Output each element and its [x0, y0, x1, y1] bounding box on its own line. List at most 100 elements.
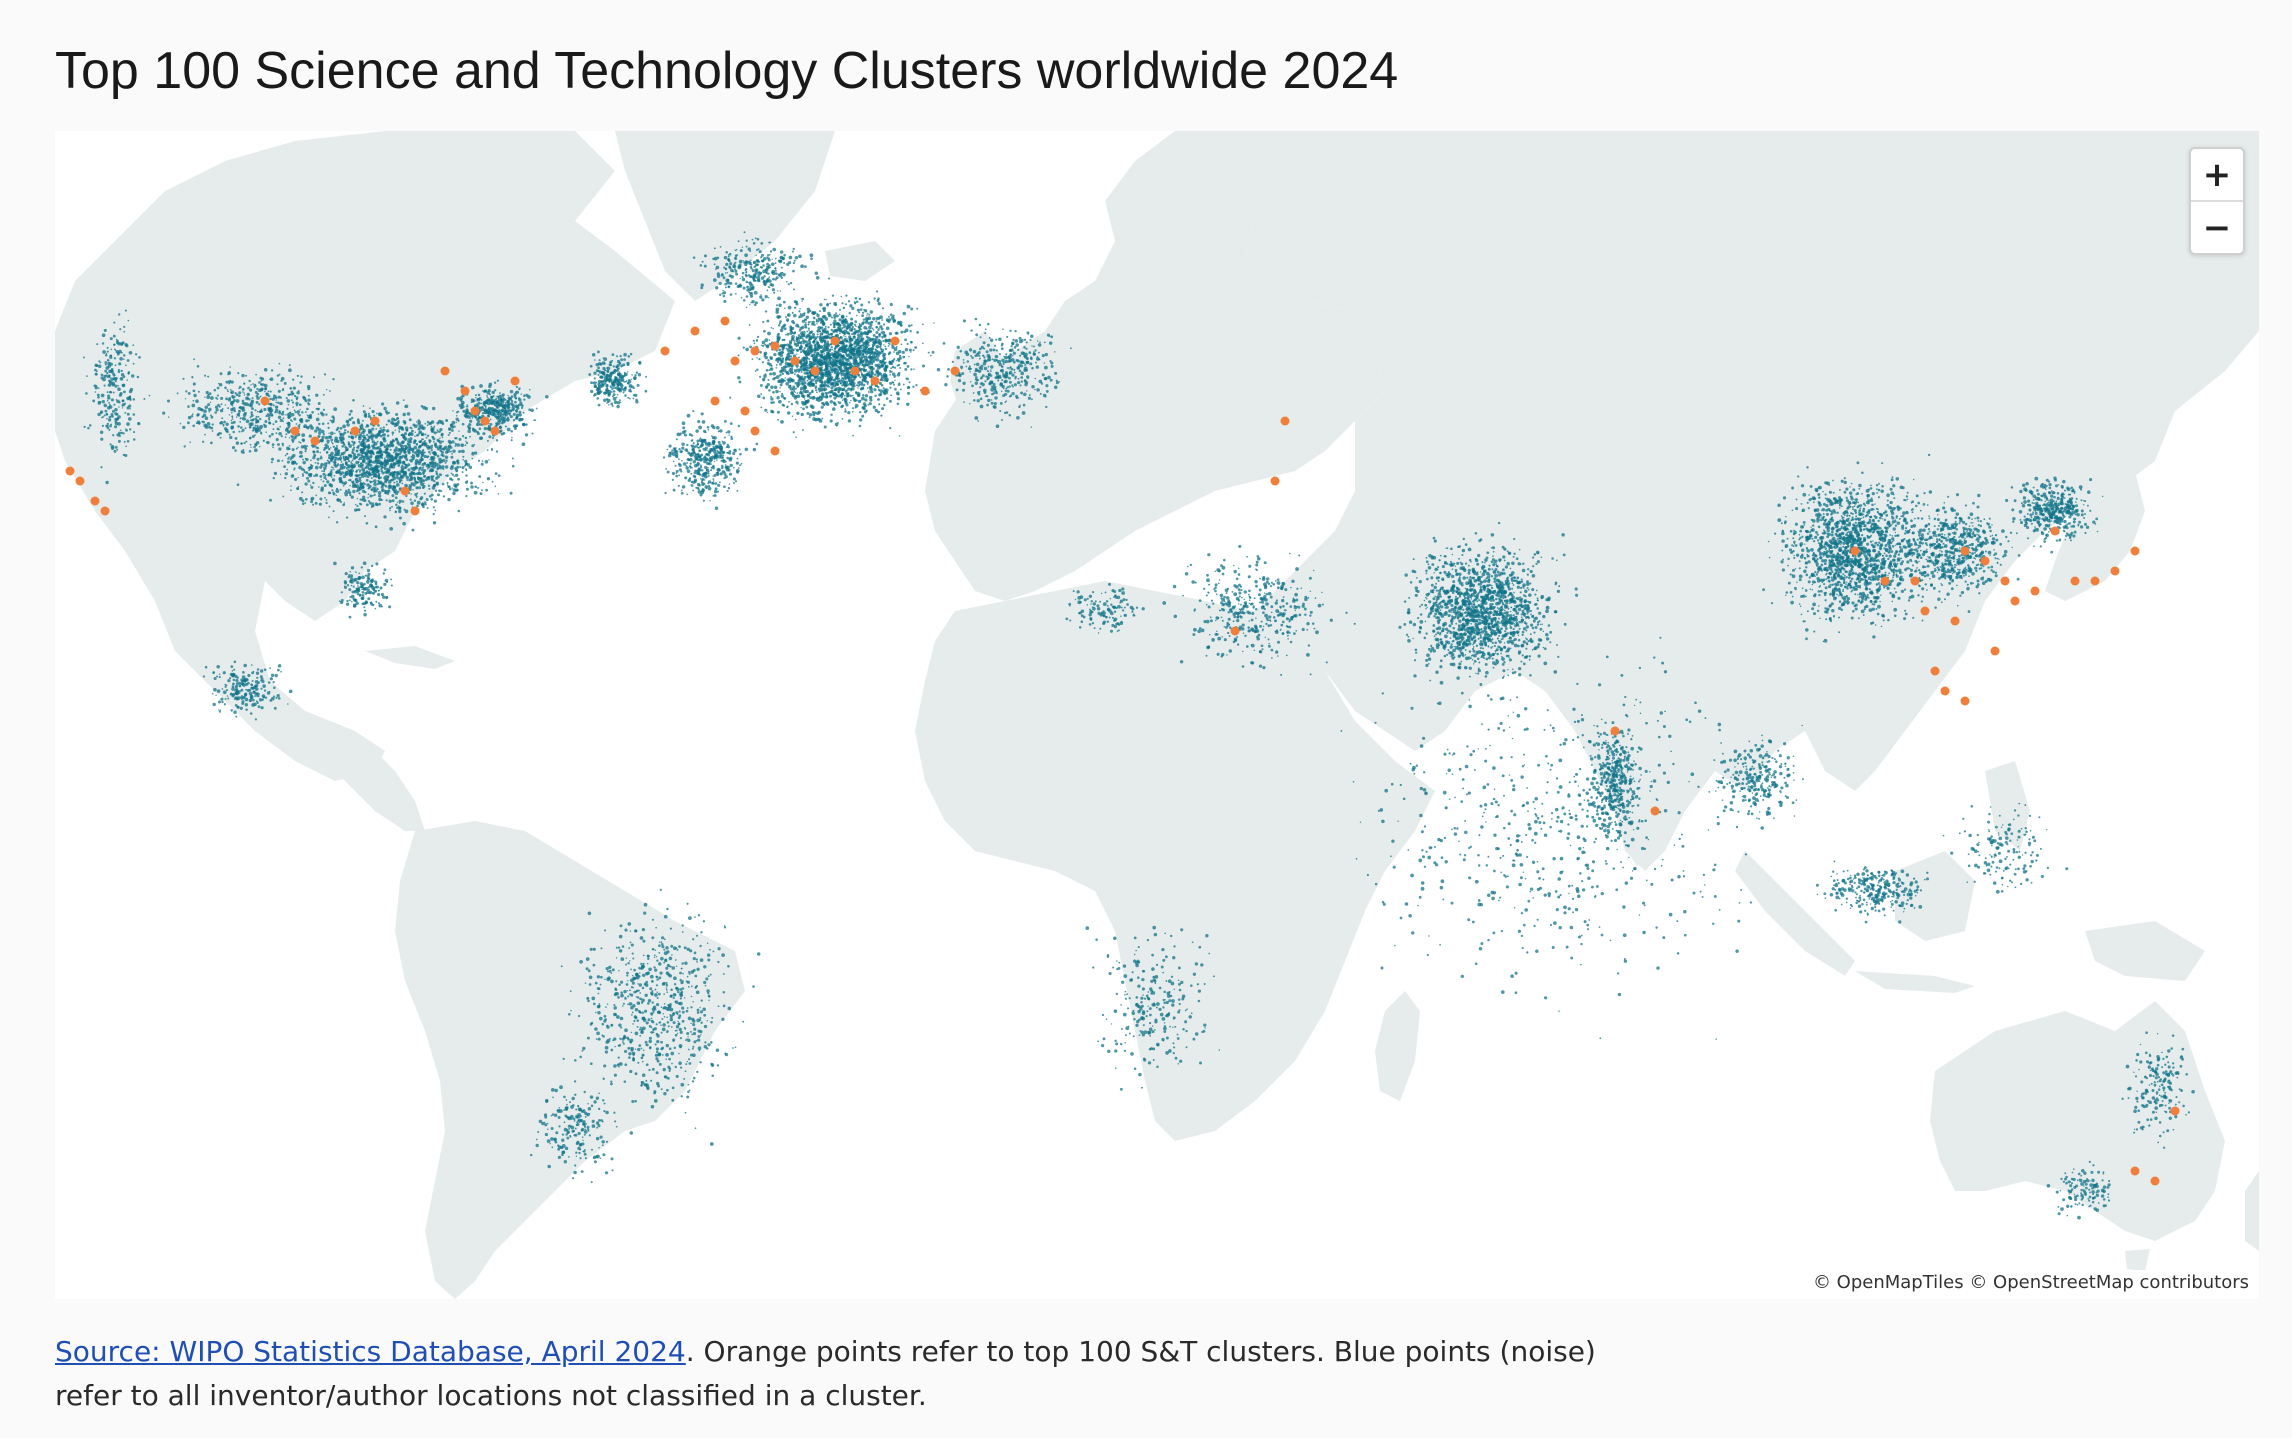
noise-point — [304, 457, 307, 460]
noise-point — [523, 398, 526, 401]
noise-point — [454, 444, 457, 448]
noise-point — [273, 686, 276, 689]
noise-point — [850, 317, 854, 321]
noise-point — [240, 426, 243, 429]
noise-point — [877, 328, 880, 332]
noise-point — [770, 364, 773, 367]
noise-point — [492, 395, 495, 398]
noise-point — [382, 572, 385, 575]
noise-point — [380, 485, 384, 489]
noise-point — [504, 402, 507, 404]
noise-point — [794, 331, 797, 334]
noise-point — [318, 431, 322, 435]
noise-point — [193, 358, 196, 361]
noise-point — [828, 372, 831, 376]
noise-point — [105, 352, 108, 355]
noise-point — [348, 444, 353, 448]
noise-point — [238, 409, 240, 412]
land-new-zealand — [2245, 1171, 2259, 1251]
noise-point — [298, 496, 303, 501]
noise-point — [392, 455, 394, 458]
noise-point — [509, 389, 514, 394]
noise-point — [234, 436, 238, 440]
noise-point — [204, 665, 208, 669]
noise-point — [362, 442, 365, 445]
noise-point — [358, 468, 360, 471]
noise-point — [528, 408, 531, 412]
noise-point — [465, 441, 469, 445]
noise-point — [817, 410, 822, 414]
noise-point — [222, 425, 225, 427]
noise-point — [841, 417, 844, 420]
noise-point — [889, 313, 893, 317]
noise-point — [861, 414, 865, 418]
noise-point — [273, 471, 278, 476]
noise-point — [287, 403, 290, 406]
noise-point — [251, 664, 253, 666]
noise-point — [122, 354, 126, 357]
noise-point — [881, 330, 886, 335]
noise-point — [801, 402, 806, 406]
noise-point — [868, 402, 872, 406]
noise-point — [353, 463, 356, 466]
noise-point — [356, 453, 361, 457]
noise-point — [269, 677, 273, 681]
noise-point — [416, 492, 419, 495]
noise-point — [855, 300, 859, 304]
noise-point — [376, 412, 378, 415]
noise-point — [366, 568, 371, 573]
noise-point — [269, 390, 272, 393]
noise-point — [417, 445, 421, 449]
noise-point — [132, 398, 136, 401]
noise-point — [910, 351, 912, 353]
noise-point — [109, 443, 112, 446]
noise-point — [784, 377, 787, 379]
noise-point — [359, 503, 363, 506]
map-canvas[interactable] — [55, 131, 2259, 1299]
noise-point — [367, 582, 369, 585]
noise-point — [806, 330, 809, 333]
noise-point — [456, 396, 460, 401]
noise-point — [846, 371, 849, 373]
noise-point — [448, 431, 451, 434]
noise-point — [432, 521, 437, 525]
noise-point — [454, 473, 459, 477]
noise-point — [356, 581, 360, 585]
noise-point — [106, 372, 109, 375]
noise-point — [343, 502, 346, 504]
noise-point — [341, 445, 344, 448]
noise-point — [497, 403, 501, 407]
noise-point — [419, 440, 423, 443]
noise-point — [497, 492, 500, 495]
noise-point — [796, 411, 800, 415]
noise-point — [874, 394, 877, 398]
noise-point — [265, 441, 268, 444]
noise-point — [279, 425, 282, 428]
noise-point — [436, 438, 440, 442]
noise-point — [519, 417, 522, 421]
noise-point — [782, 343, 786, 347]
world-map[interactable]: + − © OpenMapTiles © OpenStreetMap contr… — [55, 131, 2259, 1299]
noise-point — [799, 347, 802, 351]
land-cuba — [365, 646, 455, 669]
noise-point — [296, 410, 301, 414]
noise-point — [509, 409, 513, 413]
noise-point — [295, 398, 298, 401]
noise-point — [800, 351, 803, 354]
noise-point — [331, 478, 336, 482]
noise-point — [777, 296, 781, 301]
noise-point — [280, 670, 282, 673]
noise-point — [790, 402, 794, 406]
noise-point — [390, 444, 392, 447]
noise-point — [931, 350, 935, 354]
noise-point — [545, 394, 549, 399]
noise-point — [368, 460, 371, 462]
noise-point — [354, 435, 357, 438]
noise-point — [335, 494, 338, 496]
noise-point — [274, 420, 278, 423]
noise-point — [338, 600, 341, 603]
noise-point — [807, 320, 811, 324]
noise-point — [337, 450, 340, 453]
noise-point — [495, 406, 499, 409]
noise-point — [402, 399, 405, 401]
